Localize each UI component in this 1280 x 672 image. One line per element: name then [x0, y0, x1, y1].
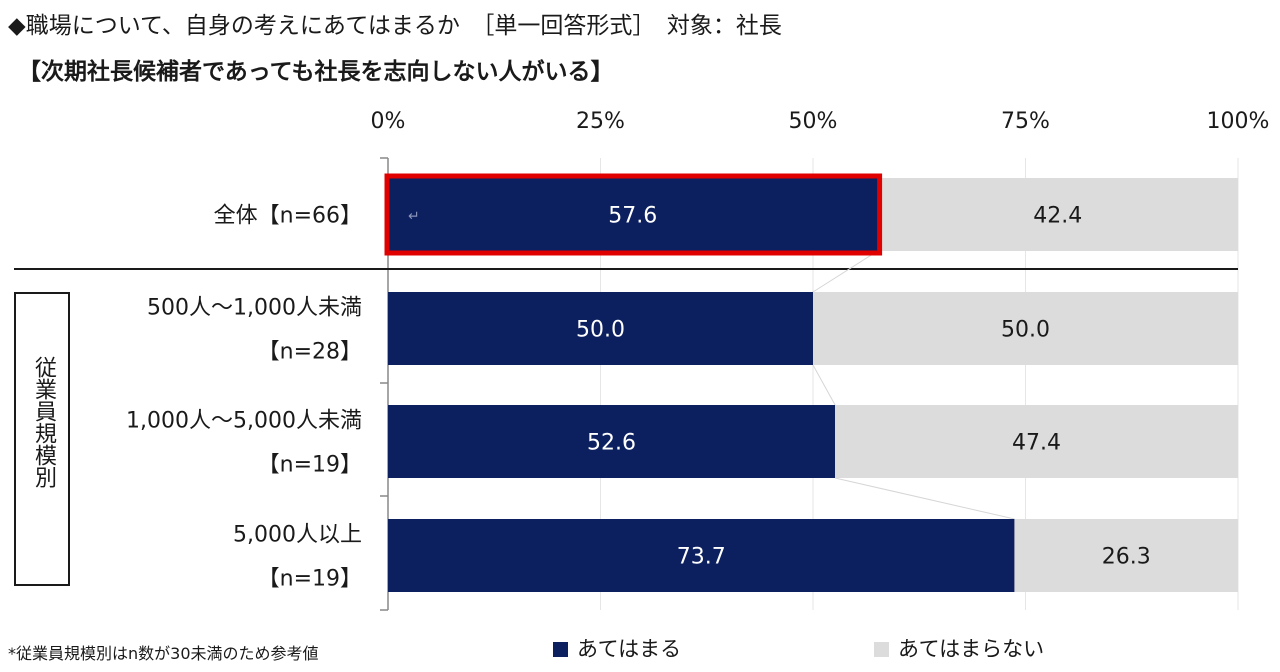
- return-mark-icon: ↵: [408, 209, 420, 225]
- series-connector-line: [812, 250, 878, 293]
- data-label: 50.0: [1001, 318, 1050, 343]
- category-label: 5,000人以上: [233, 523, 362, 548]
- x-tick-label: 25%: [576, 109, 625, 134]
- category-label: 【n=28】: [258, 340, 362, 365]
- bar-agree: [388, 405, 836, 478]
- x-tick-label: 0%: [371, 109, 406, 134]
- data-label: 47.4: [1012, 431, 1061, 456]
- bar-agree: [388, 519, 1015, 592]
- category-label: 【n=19】: [258, 453, 362, 478]
- bar-disagree: [877, 178, 1238, 251]
- highlight-frame: [384, 173, 883, 256]
- data-label: 42.4: [1033, 204, 1082, 229]
- series-connector-line: [812, 364, 836, 406]
- category-label: 1,000人～5,000人未満: [126, 409, 362, 434]
- category-label: 500人～1,000人未満: [147, 296, 362, 321]
- bar-agree: [388, 178, 878, 251]
- data-label: 26.3: [1102, 545, 1151, 570]
- legend-swatch-disagree: [874, 642, 889, 657]
- category-label: 【n=19】: [258, 567, 362, 592]
- data-label: 57.6: [608, 204, 657, 229]
- series-connector-line: [834, 477, 1015, 520]
- x-tick-label: 100%: [1207, 109, 1270, 134]
- group-bracket-box: 従業員規模別: [14, 292, 70, 586]
- legend-label: あてはまらない: [898, 637, 1045, 661]
- chart-title: ◆職場について、自身の考えにあてはまるか ［単一回答形式］ 対象：社長: [8, 13, 782, 39]
- bar-disagree: [835, 405, 1238, 478]
- footnote: *従業員規模別はn数が30未満のため参考値: [8, 644, 319, 663]
- legend-label: あてはまる: [577, 637, 682, 661]
- x-tick-label: 50%: [789, 109, 838, 134]
- data-label: 50.0: [576, 318, 625, 343]
- x-tick-label: 75%: [1001, 109, 1050, 134]
- chart-subtitle: 【次期社長候補者であっても社長を志向しない人がいる】: [18, 59, 614, 85]
- legend-swatch-agree: [553, 642, 568, 657]
- data-label: 73.7: [677, 545, 726, 570]
- bar-disagree: [1014, 519, 1238, 592]
- group-label: 従業員規模別: [31, 356, 56, 488]
- bar-agree: [388, 292, 813, 365]
- data-label: 52.6: [587, 431, 636, 456]
- bar-disagree: [813, 292, 1238, 365]
- category-label: 全体【n=66】: [214, 204, 362, 229]
